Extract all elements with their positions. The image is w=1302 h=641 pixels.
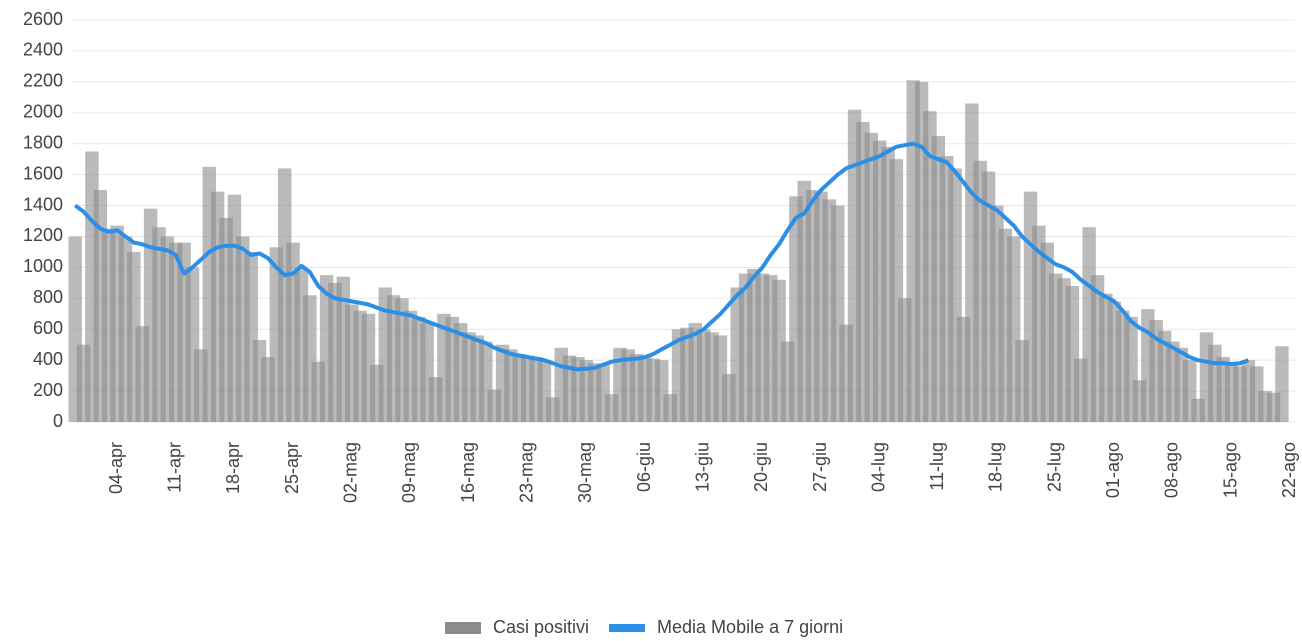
x-tick-label: 23-mag xyxy=(516,442,536,503)
y-tick-label: 2000 xyxy=(23,102,63,122)
y-tick-label: 400 xyxy=(33,349,63,369)
y-tick-label: 800 xyxy=(33,287,63,307)
y-tick-label: 200 xyxy=(33,380,63,400)
y-tick-label: 1800 xyxy=(23,132,63,152)
x-tick-label: 08-ago xyxy=(1162,442,1182,498)
legend-item: Media Mobile a 7 giorni xyxy=(609,617,843,637)
bar xyxy=(1275,346,1289,422)
y-tick-label: 0 xyxy=(53,411,63,431)
y-tick-label: 2400 xyxy=(23,40,63,60)
x-tick-label: 15-ago xyxy=(1220,442,1240,498)
legend-label: Media Mobile a 7 giorni xyxy=(657,617,843,637)
x-tick-label: 25-apr xyxy=(282,442,302,494)
x-tick-label: 02-mag xyxy=(340,442,360,503)
legend-swatch xyxy=(445,622,481,634)
y-tick-label: 1400 xyxy=(23,194,63,214)
x-tick-label: 16-mag xyxy=(458,442,478,503)
x-tick-label: 27-giu xyxy=(810,442,830,492)
legend-swatch xyxy=(609,624,646,632)
y-tick-label: 2200 xyxy=(23,71,63,91)
legend: Casi positivi Media Mobile a 7 giorni xyxy=(445,617,843,637)
x-tick-label: 09-mag xyxy=(399,442,419,503)
y-tick-label: 1200 xyxy=(23,225,63,245)
x-tick-label: 18-lug xyxy=(986,442,1006,492)
y-tick-label: 1000 xyxy=(23,256,63,276)
x-tick-label: 25-lug xyxy=(1044,442,1064,492)
x-tick-label: 06-giu xyxy=(634,442,654,492)
x-tick-label: 01-ago xyxy=(1103,442,1123,498)
y-tick-label: 1600 xyxy=(23,163,63,183)
x-tick-label: 04-apr xyxy=(106,442,126,494)
x-tick-label: 13-giu xyxy=(692,442,712,492)
moving-average-line xyxy=(74,141,1250,372)
x-tick-label: 11-apr xyxy=(165,442,185,493)
x-tick-label: 20-giu xyxy=(751,442,771,492)
x-tick-label: 22-ago xyxy=(1279,442,1299,498)
x-tick-label: 04-lug xyxy=(868,442,888,492)
x-tick-label: 30-mag xyxy=(575,442,595,503)
x-tick-label: 11-lug xyxy=(927,442,947,491)
y-tick-label: 2600 xyxy=(23,9,63,29)
legend-item: Casi positivi xyxy=(445,617,589,637)
x-tick-label: 18-apr xyxy=(223,442,243,494)
legend-label: Casi positivi xyxy=(493,617,589,637)
y-tick-label: 600 xyxy=(33,318,63,338)
